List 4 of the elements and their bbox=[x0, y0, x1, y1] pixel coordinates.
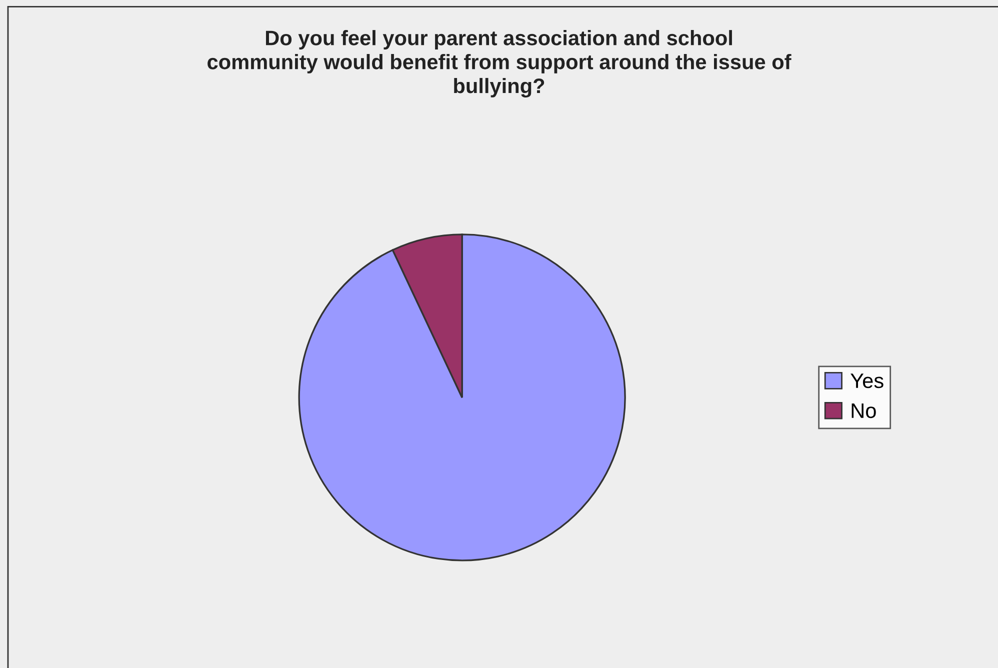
chart-title: Do you feel your parent association and school community would benefit from support around the issue of bullying? bbox=[208, 30, 792, 98]
legend-label: Yes bbox=[850, 374, 884, 388]
legend-label: No bbox=[852, 404, 876, 418]
pie-slice bbox=[298, 234, 626, 562]
